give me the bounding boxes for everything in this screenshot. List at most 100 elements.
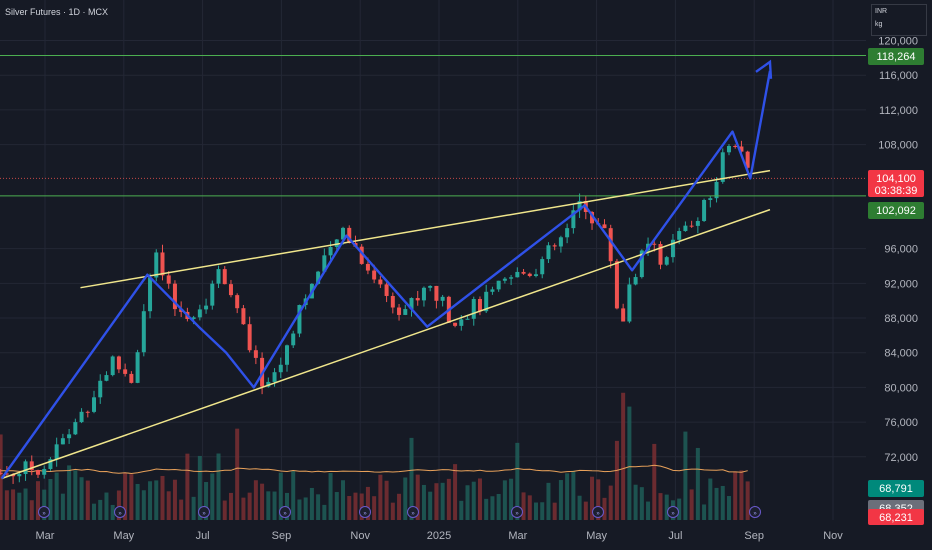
trendline [80,169,771,289]
volume-bar [695,447,700,520]
volume-bar [496,493,501,520]
volume-bar [291,470,296,520]
candle-body [577,201,582,211]
volume-bar [490,496,495,520]
currency-unit-box[interactable]: INR kg [871,4,927,36]
candle-body [390,295,395,308]
volume-bar [334,492,339,520]
time-axis[interactable]: Mar May Jul Sep Nov 2025 Mar May Jul Sep Nov [0,522,932,550]
candle-body [745,151,750,168]
volume-bar [546,482,551,520]
resistance-price-tag [868,48,924,65]
volume-bar [4,490,9,520]
volume-bar [720,485,725,520]
volume-bar [708,478,713,520]
volume-bar [303,497,308,520]
time-tick-label: Sep [272,530,292,542]
last-price-tag-text: 03:38:39 [875,185,918,197]
price-tick-label: 84,000 [884,348,918,360]
volume-bar [29,500,34,520]
volume-bar [577,495,582,520]
time-tick-label: Jul [196,530,210,542]
candle-body [266,381,271,387]
candle-body [708,198,713,200]
event-marker-icon [114,506,126,518]
candle-body [191,317,196,319]
volume-bar [79,477,84,520]
volume-bar [509,478,514,520]
price-tick-label: 88,000 [884,313,918,325]
event-marker-glyph: » [411,511,415,517]
volume-bar [702,504,707,520]
volume-bar [309,487,314,520]
candle-body [664,257,669,265]
volume-bar [664,494,669,520]
volume-bar [104,492,109,520]
volume-bar [608,485,613,520]
volume-bar [129,474,134,520]
volume-bar [683,431,688,520]
time-tick-label: Nov [823,530,843,542]
volume-bar [110,504,115,520]
candle-body [633,277,638,285]
candle-body [154,252,159,278]
support-price-tag [868,202,924,219]
candle-body [702,199,707,221]
candle-body [228,284,233,296]
volume-ma-line [0,464,748,475]
candle-body [540,259,545,275]
volume-bar [116,490,121,520]
currency-label: INR [875,8,888,15]
volume-bar [459,500,464,520]
candle-body [726,145,731,153]
volume-bar [602,497,607,520]
candle-body [403,309,408,315]
price-tags: 118,264104,10003:38:39102,09268,79168,35… [868,48,924,525]
time-tick-label: Nov [350,530,370,542]
candle-body [608,228,613,262]
time-tick-label: 2025 [427,530,451,542]
trendlines[interactable] [1,169,771,480]
volume-bar [54,472,59,520]
horizontal-levels[interactable] [0,55,866,197]
candle-body [471,299,476,319]
volume-bar [216,453,221,520]
candle-body [291,333,296,346]
candle-body [85,411,90,413]
candle-body [166,275,171,284]
candle-body [216,269,221,284]
volume-bar [197,455,202,520]
candle-body [0,472,3,474]
candle-body [434,285,439,301]
volume-bar [11,489,16,520]
price-tick-label: 72,000 [884,452,918,464]
candle-body [328,247,333,256]
candle-body [534,274,539,277]
candle-body [197,309,202,318]
candle-body [689,225,694,227]
price-axis[interactable]: 120,000 116,000 112,000 108,000 96,000 92,000… [866,0,932,550]
volume-bar [347,496,352,520]
target-arrowhead [755,59,773,79]
candle-body [490,289,495,292]
volume-ma [0,464,748,475]
volume-bar [621,392,626,520]
volume-bar [353,492,358,520]
candle-body [204,305,209,310]
volume-bar [73,470,78,520]
volume-bar [17,492,22,520]
candle-body [322,255,327,272]
candle-body [316,271,321,284]
volume-bar [739,470,744,520]
unit-label: kg [875,21,883,28]
volume-bar [67,465,72,520]
volume-bar [689,489,694,520]
candle-body [116,356,121,370]
volume-bar [565,473,570,520]
volume-bar [590,476,595,520]
volume-bar [484,498,489,520]
swing-path[interactable] [0,59,773,480]
event-markers[interactable]: » » » » » » » » » » [38,506,761,518]
